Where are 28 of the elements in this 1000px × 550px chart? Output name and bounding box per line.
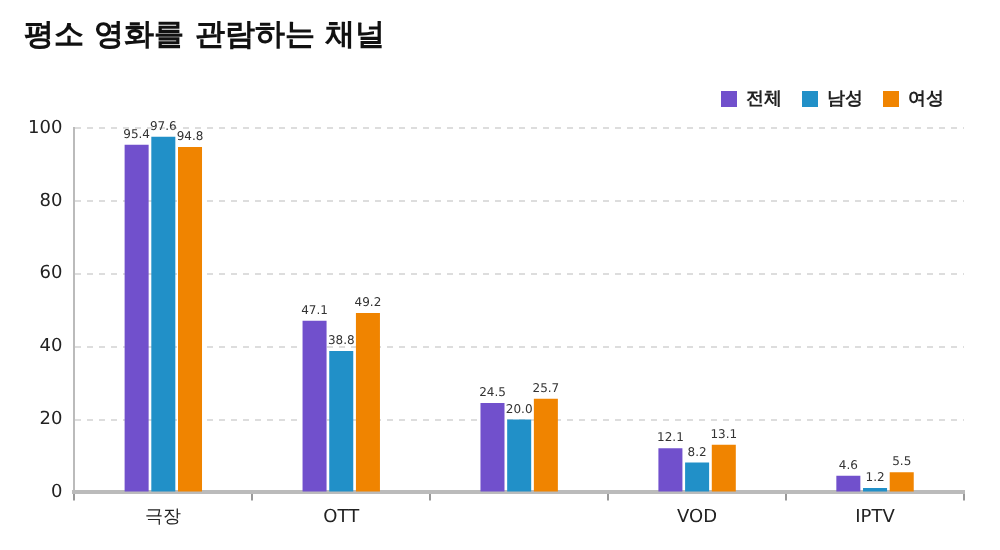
bar [124, 144, 149, 492]
y-tick-label: 0 [50, 483, 63, 504]
bar [711, 444, 736, 492]
legend-label: 여성 [908, 89, 944, 110]
y-tick-label: 80 [39, 191, 63, 212]
legend-label: 전체 [746, 89, 782, 110]
legend-label: 남성 [827, 89, 863, 110]
bar [533, 398, 558, 492]
bar [302, 320, 327, 492]
bar [355, 313, 380, 492]
bar [507, 419, 532, 492]
bar [178, 146, 203, 492]
x-tick-label: 극장 [145, 507, 182, 528]
x-tick-label: OTT [323, 507, 361, 528]
y-tick-label: 60 [39, 264, 63, 285]
bar [480, 403, 505, 492]
y-tick-label: 40 [39, 337, 63, 358]
chart-title: 평소 영화를 관람하는 채널 [24, 16, 388, 54]
y-tick-label: 20 [39, 410, 63, 431]
bar [658, 448, 683, 492]
bar [685, 462, 710, 492]
bar [889, 472, 914, 492]
y-tick-label: 100 [27, 118, 63, 139]
x-tick-label: IPTV [855, 507, 897, 528]
bar [151, 136, 176, 492]
bar [836, 475, 861, 492]
x-tick-label: VOD [677, 507, 718, 528]
bar [329, 351, 354, 492]
